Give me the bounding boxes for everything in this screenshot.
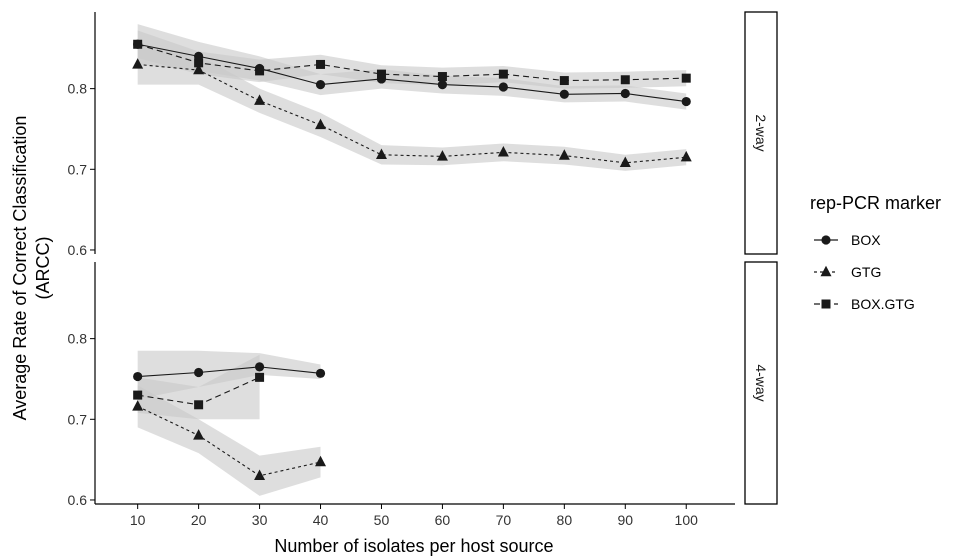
point-4-way-box-40 [315, 368, 326, 378]
point-2-way-box-90 [620, 88, 630, 99]
point-2-way-gtg-100 [680, 150, 692, 162]
point-2-way-box-gtg-30 [255, 66, 265, 76]
strip-label-4-way: 4-way [753, 364, 769, 401]
facet-strips: 2-way 4-way [744, 11, 778, 505]
strip-label-2-way: 2-way [753, 114, 769, 151]
point-4-way-box-gtg-30 [255, 372, 265, 382]
x-axis-title: Number of isolates per host source [274, 536, 553, 556]
legend-label-box-gtg: BOX.GTG [851, 296, 915, 312]
point-2-way-box-gtg-90 [620, 75, 630, 85]
legend: rep-PCR marker BOX GTG BOX.GTG [810, 193, 941, 312]
point-4-way-box-20 [194, 367, 204, 378]
line-4-way-gtg [137, 405, 321, 477]
y-tick-label-2-way-0: 0.6 [68, 242, 88, 258]
band-2-way-box [137, 24, 687, 110]
x-tick-label-50: 50 [374, 512, 390, 528]
point-2-way-box-40 [315, 80, 326, 90]
series-points [132, 39, 692, 480]
y-tick-label-2-way-2: 0.8 [68, 81, 88, 97]
point-4-way-box-gtg-10 [133, 390, 143, 400]
legend-key-marker-box [821, 235, 831, 245]
strip-2-way [744, 11, 778, 255]
x-tick-label-60: 60 [435, 512, 451, 528]
y-tick-label-2-way-1: 0.7 [68, 161, 88, 177]
point-2-way-gtg-40 [315, 118, 327, 130]
line-2-way-box-gtg [137, 43, 687, 82]
point-2-way-box-gtg-50 [376, 69, 386, 79]
point-2-way-box-gtg-80 [559, 76, 569, 86]
legend-label-gtg: GTG [851, 264, 881, 280]
legend-key-marker-gtg [820, 265, 832, 277]
point-2-way-gtg-80 [558, 149, 570, 160]
point-2-way-gtg-10 [132, 58, 144, 69]
point-2-way-gtg-70 [497, 146, 509, 157]
point-2-way-box-100 [681, 96, 691, 107]
y-tick-label-4-way-1: 0.7 [68, 411, 88, 427]
line-2-way-box [137, 43, 687, 103]
point-2-way-gtg-50 [375, 148, 387, 159]
point-2-way-box-70 [498, 82, 508, 92]
x-tick-label-80: 80 [557, 512, 573, 528]
y-tick-label-4-way-0: 0.6 [68, 492, 88, 508]
strip-4-way [744, 261, 778, 505]
x-tick-label-20: 20 [191, 512, 207, 528]
axes: 0.6 0.7 0.8 0.6 0.7 0.8 10 20 30 40 50 60 70 80 90 100 [68, 12, 735, 528]
point-4-way-box-gtg-20 [194, 400, 204, 410]
y-tick-label-4-way-2: 0.8 [68, 331, 88, 347]
x-tick-label-100: 100 [675, 512, 699, 528]
point-2-way-box-60 [437, 80, 448, 90]
point-2-way-gtg-20 [193, 63, 205, 75]
legend-title: rep-PCR marker [810, 193, 941, 213]
x-tick-label-40: 40 [313, 512, 329, 528]
y-axis-title-line2: (ARCC) [33, 237, 53, 300]
point-4-way-gtg-30 [254, 469, 266, 480]
point-4-way-box-30 [254, 362, 265, 372]
point-2-way-box-gtg-20 [194, 58, 204, 68]
x-tick-label-70: 70 [496, 512, 512, 528]
point-4-way-gtg-20 [193, 429, 205, 440]
line-4-way-box [137, 366, 321, 378]
band-2-way-box-gtg [137, 30, 687, 89]
point-2-way-gtg-30 [254, 94, 266, 105]
point-2-way-box-80 [559, 89, 569, 99]
point-4-way-gtg-40 [315, 455, 327, 467]
line-2-way-gtg [137, 63, 687, 164]
point-2-way-box-gtg-60 [437, 72, 447, 82]
point-2-way-box-gtg-10 [133, 39, 143, 49]
confidence-bands [137, 24, 687, 496]
x-tick-label-90: 90 [617, 512, 633, 528]
point-2-way-box-gtg-40 [316, 59, 326, 69]
point-4-way-gtg-10 [132, 400, 144, 411]
point-2-way-box-gtg-70 [498, 69, 508, 79]
point-2-way-gtg-90 [619, 156, 631, 168]
point-4-way-box-10 [133, 371, 143, 382]
band-4-way-box-gtg [137, 354, 260, 420]
point-2-way-gtg-60 [436, 150, 448, 161]
legend-label-box: BOX [851, 232, 881, 248]
point-2-way-box-gtg-100 [681, 73, 691, 83]
y-axis-title-line1: Average Rate of Correct Classification [10, 116, 30, 421]
legend-key-marker-box-gtg [821, 299, 831, 309]
x-tick-label-30: 30 [252, 512, 268, 528]
x-tick-label-10: 10 [130, 512, 146, 528]
